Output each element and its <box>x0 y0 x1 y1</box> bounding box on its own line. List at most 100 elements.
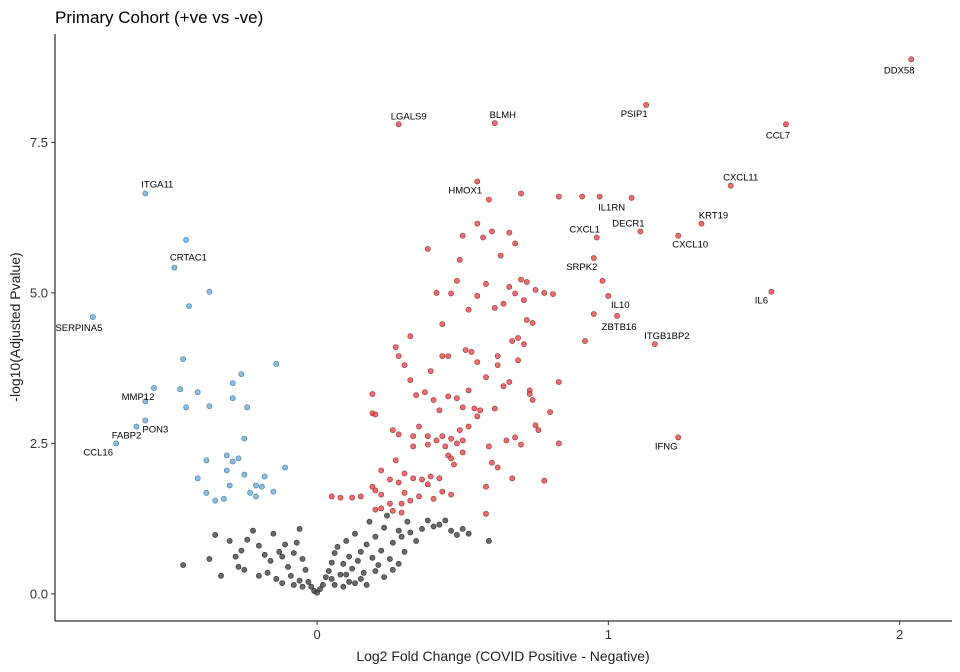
data-point-ns <box>305 579 312 585</box>
y-tick-label: 5.0 <box>30 285 48 300</box>
data-point-up <box>442 443 449 450</box>
data-point-up <box>433 289 440 296</box>
data-point-ns <box>302 566 309 573</box>
data-point-ns <box>343 538 350 544</box>
data-point-up <box>407 497 414 504</box>
data-point-up <box>459 232 466 239</box>
data-point-up <box>628 194 635 201</box>
data-point-up <box>392 344 399 350</box>
data-point-down <box>203 489 210 496</box>
data-point-up <box>337 494 344 501</box>
data-point-up <box>474 413 481 420</box>
data-point-ns <box>465 530 472 537</box>
data-point-up <box>488 459 495 466</box>
data-point-up <box>675 232 682 239</box>
data-point-up <box>459 404 466 411</box>
data-point-ns <box>395 527 402 534</box>
data-point-ns <box>384 512 390 519</box>
chart-title: Primary Cohort (+ve vs -ve) <box>55 8 263 27</box>
data-point-up <box>494 353 501 359</box>
data-point-up <box>509 338 516 344</box>
data-point-down <box>253 482 259 489</box>
gene-label: IL6 <box>755 296 768 307</box>
y-axis-title: -log10(Adjusted Pvalue) <box>7 252 23 401</box>
data-point-ns <box>378 547 385 554</box>
data-point-ns <box>395 560 402 567</box>
data-point-ns <box>453 532 460 538</box>
data-point-ns <box>389 539 396 546</box>
data-point-ns <box>299 583 306 590</box>
data-point-down <box>220 495 227 502</box>
data-point-up <box>401 489 408 496</box>
data-point-down <box>90 314 96 320</box>
data-point-down <box>247 489 253 496</box>
data-point-ns <box>357 548 364 555</box>
y-tick-label: 2.5 <box>30 436 48 451</box>
data-point-up <box>410 433 417 440</box>
data-point-up <box>590 255 597 261</box>
data-point-ns <box>448 527 454 534</box>
data-point-ns <box>366 518 373 525</box>
data-point-up <box>474 292 481 299</box>
data-point-ns <box>226 538 233 544</box>
data-point-up <box>451 461 457 468</box>
data-point-ns <box>372 568 379 574</box>
data-point-up <box>465 423 472 430</box>
gene-label: IFNG <box>655 441 678 452</box>
data-point-up <box>445 393 452 400</box>
data-point-up <box>416 423 422 430</box>
data-point-up <box>535 427 542 433</box>
data-point-up <box>908 56 915 63</box>
data-point-ns <box>349 565 355 572</box>
data-point-up <box>518 276 524 283</box>
data-point-down <box>241 435 248 442</box>
data-point-up <box>483 374 489 381</box>
data-point-up <box>675 434 682 441</box>
gene-label: HMOX1 <box>448 186 482 197</box>
data-point-up <box>515 357 521 364</box>
data-point-up <box>395 121 402 128</box>
data-point-up <box>532 422 539 429</box>
gene-label: DDX58 <box>884 65 915 76</box>
data-point-up <box>474 220 481 227</box>
data-point-down <box>180 356 186 362</box>
data-point-up <box>596 193 603 200</box>
data-point-up <box>465 387 472 394</box>
data-point-ns <box>255 542 262 549</box>
data-point-up <box>378 491 385 498</box>
data-point-up <box>436 407 443 414</box>
data-point-up <box>410 443 417 450</box>
y-tick-label: 7.5 <box>30 135 48 150</box>
data-point-up <box>459 437 466 444</box>
data-point-down <box>223 467 230 474</box>
data-point-down <box>261 473 268 480</box>
data-point-ns <box>360 569 367 576</box>
data-point-up <box>506 283 513 290</box>
data-point-ns <box>180 562 186 568</box>
data-point-up <box>547 409 553 415</box>
data-point-ns <box>485 538 492 544</box>
data-point-up <box>392 457 399 464</box>
data-point-ns <box>325 568 332 574</box>
data-point-up <box>427 368 434 374</box>
data-point-up <box>474 178 481 185</box>
data-point-up <box>485 443 492 450</box>
gene-label: BLMH <box>490 110 517 121</box>
data-point-ns <box>369 554 376 561</box>
data-point-ns <box>404 518 411 525</box>
data-point-up <box>497 252 504 259</box>
data-point-down <box>177 386 184 393</box>
data-point-ns <box>375 562 382 568</box>
data-point-up <box>532 286 539 293</box>
gene-label: KRT19 <box>699 211 728 222</box>
data-point-ns <box>241 566 248 573</box>
data-point-up <box>483 483 489 490</box>
data-point-ns <box>238 547 245 554</box>
data-point-up <box>500 300 507 307</box>
data-point-up <box>509 475 516 482</box>
gene-label: CCL7 <box>766 130 790 141</box>
data-point-ns <box>267 557 274 564</box>
data-point-up <box>378 467 385 474</box>
data-point-up <box>727 182 734 189</box>
gene-label: SERPINA5 <box>55 323 102 334</box>
